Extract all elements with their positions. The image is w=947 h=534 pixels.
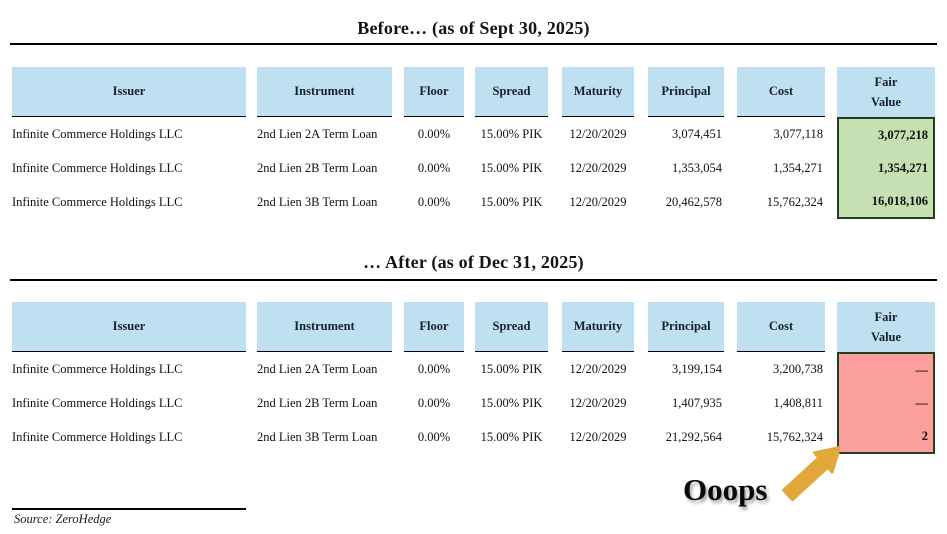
after-table: Issuer Instrument Floor Spread Maturity …	[0, 302, 947, 454]
cell-issuer: Infinite Commerce Holdings LLC	[12, 160, 183, 175]
cell-cost: 3,200,738	[773, 361, 823, 376]
cell-principal: 20,462,578	[665, 194, 722, 209]
cell-spread: 15.00% PIK	[480, 126, 543, 141]
cell-spread: 15.00% PIK	[480, 395, 543, 410]
cell-spread: 15.00% PIK	[480, 160, 543, 175]
cell-issuer: Infinite Commerce Holdings LLC	[12, 395, 183, 410]
cell-instrument: 2nd Lien 2B Term Loan	[257, 395, 378, 410]
cell-floor: 0.00%	[417, 194, 451, 209]
before-title-rule	[10, 43, 937, 45]
header-cell-instrument: Instrument	[257, 67, 392, 117]
header-cell-fair-value: Fair Value	[837, 67, 935, 117]
header-cell-cost: Cost	[737, 67, 825, 117]
header-cell-maturity: Maturity	[562, 67, 634, 117]
before-table: Issuer Instrument Floor Spread Maturity …	[0, 67, 947, 219]
header-cell-floor: Floor	[404, 302, 464, 352]
before-title: Before… (as of Sept 30, 2025)	[357, 18, 590, 38]
table-row: Infinite Commerce Holdings LLC 2nd Lien …	[0, 352, 947, 386]
cell-fair-value: —	[837, 352, 935, 386]
after-header-row: Issuer Instrument Floor Spread Maturity …	[0, 302, 947, 352]
cell-maturity: 12/20/2029	[569, 194, 627, 209]
cell-maturity: 12/20/2029	[569, 126, 627, 141]
cell-fair-value: —	[837, 386, 935, 420]
cell-cost: 15,762,324	[766, 194, 823, 209]
cell-floor: 0.00%	[417, 361, 451, 376]
cell-cost: 1,408,811	[773, 395, 823, 410]
cell-principal: 3,074,451	[672, 126, 722, 141]
cell-fair-value: 2	[837, 420, 935, 454]
cell-instrument: 2nd Lien 3B Term Loan	[257, 429, 378, 444]
cell-spread: 15.00% PIK	[480, 194, 543, 209]
cell-instrument: 2nd Lien 2A Term Loan	[257, 361, 378, 376]
header-cell-issuer: Issuer	[12, 302, 246, 352]
cell-principal: 1,407,935	[672, 395, 722, 410]
cell-issuer: Infinite Commerce Holdings LLC	[12, 126, 183, 141]
header-cell-principal: Principal	[648, 302, 724, 352]
cell-maturity: 12/20/2029	[569, 429, 627, 444]
cell-instrument: 2nd Lien 2B Term Loan	[257, 160, 378, 175]
cell-fair-value: 1,354,271	[837, 151, 935, 185]
source-label: Source: ZeroHedge	[14, 512, 112, 526]
cell-maturity: 12/20/2029	[569, 361, 627, 376]
cell-issuer: Infinite Commerce Holdings LLC	[12, 194, 183, 209]
cell-issuer: Infinite Commerce Holdings LLC	[12, 429, 183, 444]
cell-fair-value: 16,018,106	[837, 185, 935, 219]
cell-issuer: Infinite Commerce Holdings LLC	[12, 361, 183, 376]
ooops-label: Ooops	[683, 472, 768, 507]
cell-fair-value: 3,077,218	[837, 117, 935, 151]
after-title-rule	[10, 279, 937, 281]
cell-cost: 1,354,271	[773, 160, 823, 175]
cell-maturity: 12/20/2029	[569, 160, 627, 175]
after-title: … After (as of Dec 31, 2025)	[363, 252, 584, 272]
cell-floor: 0.00%	[417, 429, 451, 444]
cell-instrument: 2nd Lien 2A Term Loan	[257, 126, 378, 141]
cell-spread: 15.00% PIK	[480, 361, 543, 376]
source-rule	[12, 508, 246, 510]
header-cell-issuer: Issuer	[12, 67, 246, 117]
before-header-row: Issuer Instrument Floor Spread Maturity …	[0, 67, 947, 117]
table-row: Infinite Commerce Holdings LLC 2nd Lien …	[0, 386, 947, 420]
cell-maturity: 12/20/2029	[569, 395, 627, 410]
cell-floor: 0.00%	[417, 395, 451, 410]
header-cell-maturity: Maturity	[562, 302, 634, 352]
cell-principal: 21,292,564	[665, 429, 722, 444]
cell-principal: 1,353,054	[672, 160, 722, 175]
cell-spread: 15.00% PIK	[480, 429, 543, 444]
table-row: Infinite Commerce Holdings LLC 2nd Lien …	[0, 151, 947, 185]
cell-instrument: 2nd Lien 3B Term Loan	[257, 194, 378, 209]
header-cell-spread: Spread	[475, 302, 548, 352]
cell-cost: 3,077,118	[773, 126, 823, 141]
header-cell-spread: Spread	[475, 67, 548, 117]
cell-cost: 15,762,324	[766, 429, 823, 444]
header-cell-floor: Floor	[404, 67, 464, 117]
cell-principal: 3,199,154	[672, 361, 722, 376]
cell-floor: 0.00%	[417, 160, 451, 175]
header-cell-cost: Cost	[737, 302, 825, 352]
table-row: Infinite Commerce Holdings LLC 2nd Lien …	[0, 420, 947, 454]
cell-floor: 0.00%	[417, 126, 451, 141]
header-cell-fair-value: Fair Value	[837, 302, 935, 352]
arrow-up-right-icon	[782, 446, 841, 502]
table-row: Infinite Commerce Holdings LLC 2nd Lien …	[0, 185, 947, 219]
table-row: Infinite Commerce Holdings LLC 2nd Lien …	[0, 117, 947, 151]
header-cell-principal: Principal	[648, 67, 724, 117]
header-cell-instrument: Instrument	[257, 302, 392, 352]
